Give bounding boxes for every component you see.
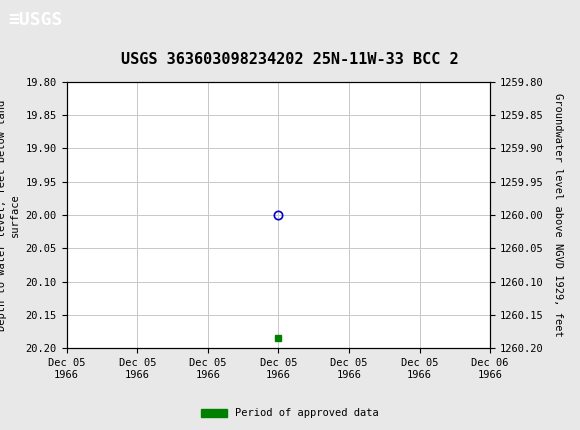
Text: USGS 363603098234202 25N-11W-33 BCC 2: USGS 363603098234202 25N-11W-33 BCC 2 <box>121 52 459 67</box>
Text: ≡USGS: ≡USGS <box>9 11 63 29</box>
Y-axis label: Depth to water level, feet below land
surface: Depth to water level, feet below land su… <box>0 99 20 331</box>
Y-axis label: Groundwater level above NGVD 1929, feet: Groundwater level above NGVD 1929, feet <box>553 93 563 337</box>
Legend: Period of approved data: Period of approved data <box>197 404 383 423</box>
